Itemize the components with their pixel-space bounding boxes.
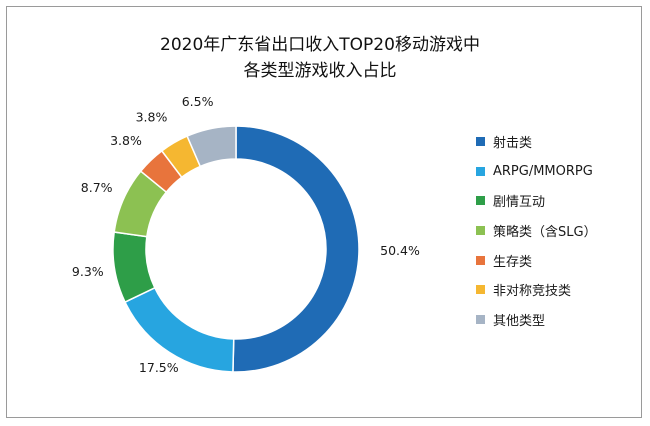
legend-label-7: 其他类型 xyxy=(493,313,546,329)
data-label-3: 9.3% xyxy=(72,264,104,279)
donut-slice-3 xyxy=(112,231,156,304)
data-label-6: 3.8% xyxy=(136,110,168,125)
legend-swatch-2 xyxy=(476,166,485,176)
chart-legend: 射击类 ARPG/MMORPG 剧情互动策略类（含SLG） 生存类非对称竞技类 其他类型 xyxy=(476,127,597,334)
donut-slice-1 xyxy=(232,125,360,373)
legend-swatch-4 xyxy=(476,226,485,236)
data-label-4: 8.7% xyxy=(81,180,113,195)
legend-swatch-3 xyxy=(476,196,485,206)
data-label-7: 6.5% xyxy=(182,94,214,109)
chart-title: 2020年广东省出口收入TOP20移动游戏中 各类型游戏收入占比 xyxy=(0,32,640,84)
legend-label-3: 剧情互动 xyxy=(493,195,546,211)
legend-item-6: 非对称竞技类 xyxy=(476,275,597,305)
chart-frame xyxy=(6,6,642,418)
legend-swatch-5 xyxy=(476,255,485,265)
legend-swatch-1 xyxy=(476,137,485,147)
legend-label-2: ARPG/MMORPG xyxy=(493,163,593,179)
legend-item-5: 生存类 xyxy=(476,245,597,275)
legend-item-4: 策略类（含SLG） xyxy=(476,216,597,246)
donut-slice-7 xyxy=(186,125,237,168)
data-label-2: 17.5% xyxy=(139,360,179,375)
legend-item-7: 其他类型 xyxy=(476,305,597,335)
legend-label-6: 非对称竞技类 xyxy=(493,284,572,300)
chart-title-line-1: 2020年广东省出口收入TOP20移动游戏中 xyxy=(160,35,480,55)
legend-item-3: 剧情互动 xyxy=(476,186,597,216)
legend-item-1: 射击类 xyxy=(476,127,597,157)
data-label-1: 50.4% xyxy=(380,243,420,258)
data-label-5: 3.8% xyxy=(110,133,142,148)
legend-item-2: ARPG/MMORPG xyxy=(476,157,597,187)
legend-label-1: 射击类 xyxy=(493,136,533,152)
legend-swatch-6 xyxy=(476,285,485,295)
legend-label-5: 生存类 xyxy=(493,254,533,270)
chart-title-line-2: 各类型游戏收入占比 xyxy=(243,61,397,81)
legend-label-4: 策略类（含SLG） xyxy=(493,225,597,241)
legend-swatch-7 xyxy=(476,314,485,324)
